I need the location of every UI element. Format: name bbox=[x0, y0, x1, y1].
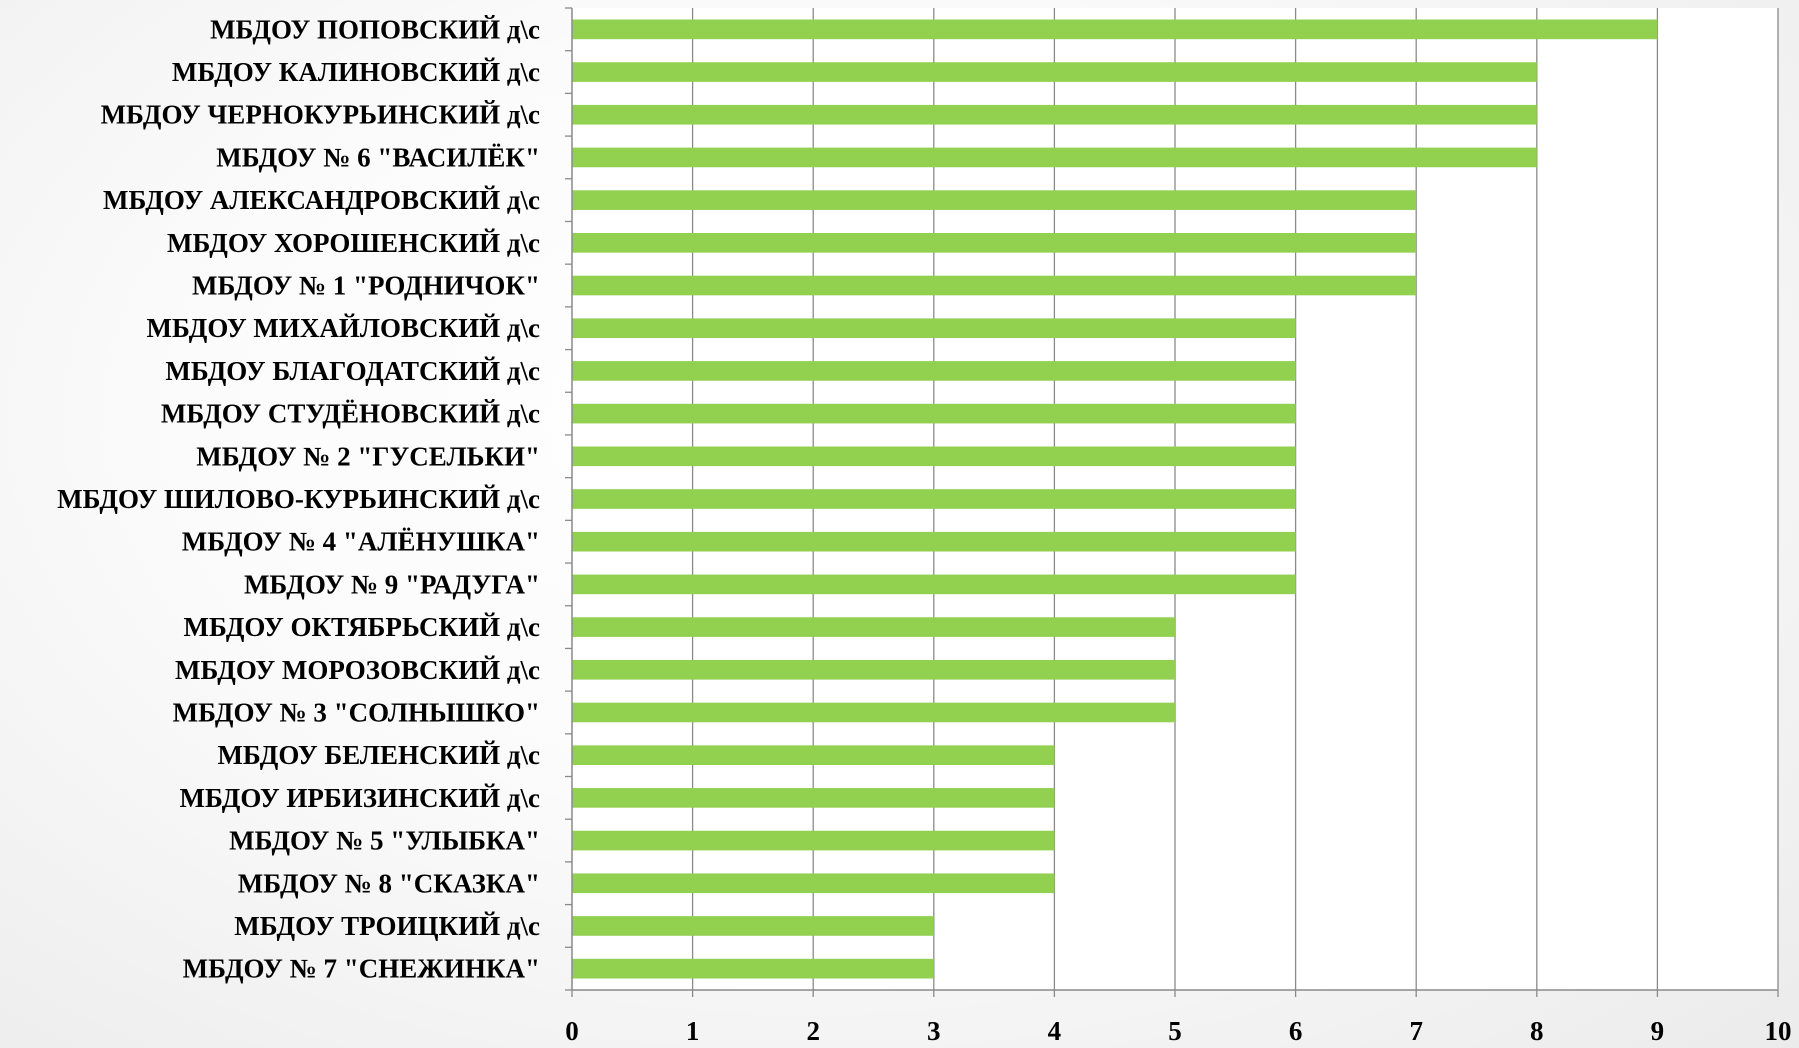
bar-19 bbox=[572, 788, 1055, 808]
bar-7 bbox=[572, 275, 1417, 296]
bar-21 bbox=[572, 873, 1055, 894]
category-label: МБДОУ № 4 "АЛЁНУШКА" bbox=[182, 527, 540, 557]
category-label: МБДОУ ИРБИЗИНСКИЙ д\с bbox=[179, 783, 540, 813]
category-label: МБДОУ АЛЕКСАНДРОВСКИЙ д\с bbox=[103, 185, 540, 215]
bar-3 bbox=[572, 104, 1537, 125]
category-label: МБДОУ МОРОЗОВСКИЙ д\с bbox=[175, 655, 540, 685]
bar-20 bbox=[572, 830, 1055, 851]
bar-13 bbox=[572, 531, 1296, 552]
bar-18 bbox=[572, 745, 1055, 765]
category-label: МБДОУ КАЛИНОВСКИЙ д\с bbox=[172, 57, 540, 87]
bar-5 bbox=[572, 190, 1417, 210]
category-label: МБДОУ ТРОИЦКИЙ д\с bbox=[234, 911, 540, 941]
bar-22 bbox=[572, 916, 934, 936]
bar-12 bbox=[572, 489, 1296, 509]
x-tick-label: 8 bbox=[1530, 1016, 1544, 1046]
bar-4 bbox=[572, 147, 1537, 168]
bar-2 bbox=[572, 62, 1537, 82]
category-label: МБДОУ № 1 "РОДНИЧОК" bbox=[192, 271, 540, 301]
x-tick-label: 0 bbox=[565, 1016, 579, 1046]
x-tick-label: 6 bbox=[1289, 1016, 1303, 1046]
bar-15 bbox=[572, 617, 1175, 637]
bar-11 bbox=[572, 446, 1296, 467]
bar-23 bbox=[572, 958, 934, 979]
category-label: МБДОУ МИХАЙЛОВСКИЙ д\с bbox=[146, 313, 540, 343]
x-tick-label: 4 bbox=[1048, 1016, 1062, 1046]
category-label: МБДОУ ШИЛОВО-КУРЬИНСКИЙ д\с bbox=[57, 484, 540, 514]
category-label: МБДОУ БЛАГОДАТСКИЙ д\с bbox=[165, 356, 540, 386]
category-label: МБДОУ № 7 "СНЕЖИНКА" bbox=[183, 954, 540, 984]
bar-6 bbox=[572, 233, 1417, 253]
category-label: МБДОУ № 3 "СОЛНЫШКО" bbox=[173, 697, 540, 727]
category-label: МБДОУ ОКТЯБРЬСКИЙ д\с bbox=[184, 612, 541, 642]
bar-8 bbox=[572, 318, 1296, 339]
category-label: МБДОУ № 5 "УЛЫБКА" bbox=[229, 826, 540, 856]
bar-16 bbox=[572, 659, 1175, 680]
category-label: МБДОУ ЧЕРНОКУРЬИНСКИЙ д\с bbox=[101, 100, 540, 130]
category-label: МБДОУ № 6 "ВАСИЛЁК" bbox=[216, 142, 540, 172]
category-label: МБДОУ БЕЛЕНСКИЙ д\с bbox=[217, 740, 540, 770]
bar-14 bbox=[572, 574, 1296, 595]
x-tick-label: 2 bbox=[806, 1016, 820, 1046]
bar-1 bbox=[572, 19, 1658, 40]
category-label: МБДОУ ПОПОВСКИЙ д\с bbox=[210, 14, 540, 44]
bar-17 bbox=[572, 702, 1175, 723]
x-tick-label: 9 bbox=[1651, 1016, 1665, 1046]
x-tick-label: 1 bbox=[686, 1016, 700, 1046]
x-tick-label: 5 bbox=[1168, 1016, 1182, 1046]
category-label: МБДОУ № 9 "РАДУГА" bbox=[244, 569, 540, 599]
category-label: МБДОУ № 8 "СКАЗКА" bbox=[238, 868, 540, 898]
x-tick-label: 3 bbox=[927, 1016, 941, 1046]
bar-10 bbox=[572, 403, 1296, 424]
category-label: МБДОУ № 2 "ГУСЕЛЬКИ" bbox=[196, 441, 540, 471]
category-label: МБДОУ СТУДЁНОВСКИЙ д\с bbox=[161, 399, 540, 429]
category-label: МБДОУ ХОРОШЕНСКИЙ д\с bbox=[167, 228, 540, 258]
x-tick-label: 10 bbox=[1765, 1016, 1792, 1046]
bar-9 bbox=[572, 361, 1296, 381]
x-tick-label: 7 bbox=[1409, 1016, 1423, 1046]
